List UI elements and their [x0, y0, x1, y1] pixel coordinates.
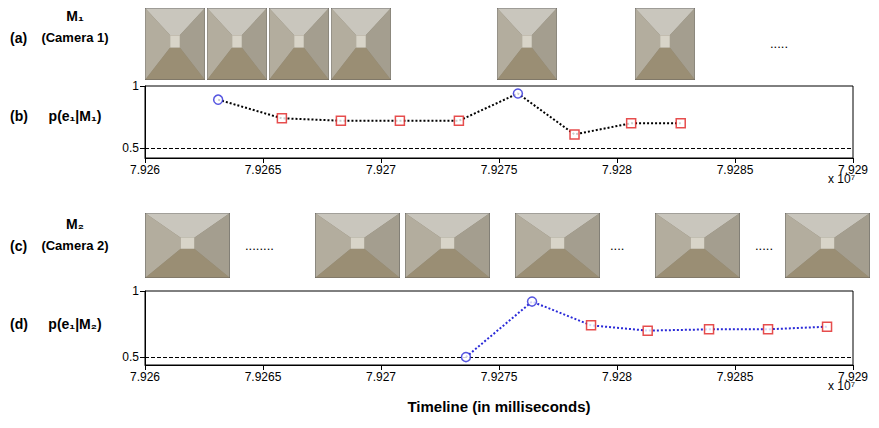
- html-text:p(e₁|M₂): p(e₁|M₂): [48, 316, 102, 332]
- svg-text:7.9275: 7.9275: [481, 163, 518, 177]
- svg-text:0.5: 0.5: [122, 141, 139, 155]
- html-text:(Camera 2): (Camera 2): [41, 238, 109, 253]
- svg-text:7.927: 7.927: [366, 163, 396, 177]
- html-text:x 10⁷: x 10⁷: [828, 172, 855, 186]
- html-text:(Camera 1): (Camera 1): [41, 30, 109, 45]
- svg-text:7.9275: 7.9275: [481, 370, 518, 384]
- svg-text:7.929: 7.929: [838, 370, 868, 384]
- svg-text:7.928: 7.928: [602, 370, 632, 384]
- html-text:(c): (c): [10, 238, 28, 254]
- svg-text:7.928: 7.928: [602, 163, 632, 177]
- html-text:(a): (a): [10, 30, 28, 46]
- html-text:x 10⁷: x 10⁷: [828, 379, 855, 393]
- svg-text:1: 1: [132, 285, 139, 298]
- html-text:(d): (d): [10, 316, 28, 332]
- svg-text:7.9265: 7.9265: [245, 163, 282, 177]
- svg-text:7.929: 7.929: [838, 163, 868, 177]
- svg-text:7.9265: 7.9265: [245, 370, 282, 384]
- svg-text:7.926: 7.926: [130, 163, 160, 177]
- html-text:(b): (b): [10, 108, 28, 124]
- svg-text:1: 1: [132, 80, 139, 93]
- svg-text:7.9285: 7.9285: [717, 370, 754, 384]
- html-text:Timeline (in milliseconds): Timeline (in milliseconds): [407, 398, 591, 415]
- svg-text:0.5: 0.5: [122, 350, 139, 364]
- svg-text:7.9285: 7.9285: [717, 163, 754, 177]
- svg-text:7.927: 7.927: [366, 370, 396, 384]
- html-text:M₁: M₁: [66, 8, 84, 24]
- html-text:M₂: M₂: [66, 216, 84, 232]
- svg-text:7.926: 7.926: [130, 370, 160, 384]
- html-text:p(e₁|M₁): p(e₁|M₁): [48, 108, 102, 124]
